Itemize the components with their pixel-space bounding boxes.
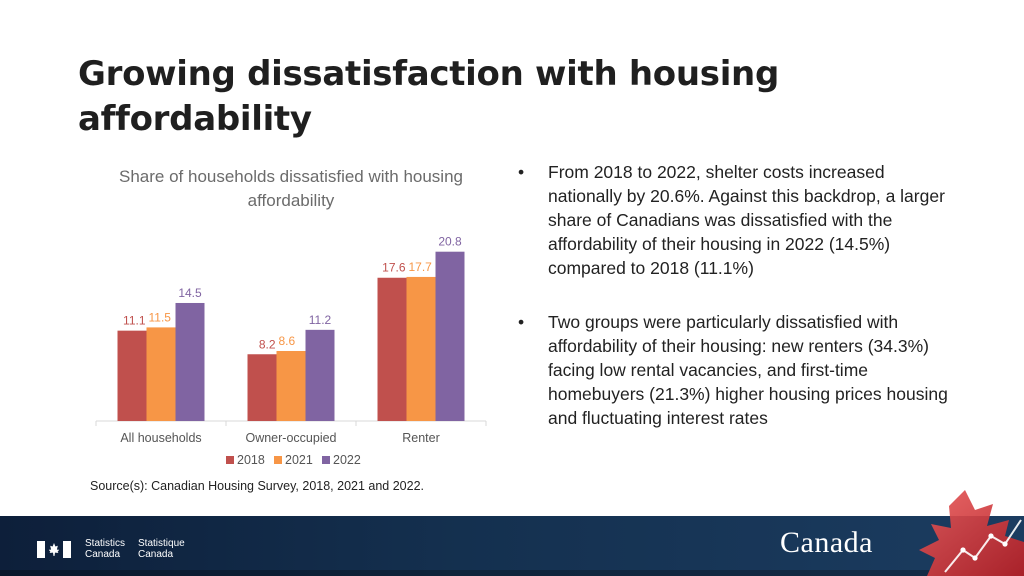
legend-swatch-2021 [274, 456, 282, 464]
bar-2022-0 [175, 302, 205, 421]
statistique-canada-label: Statistique Canada [138, 538, 185, 560]
bullet-text: Two groups were particularly dissatisfie… [548, 312, 948, 428]
statistics-canada-label: Statistics Canada [85, 538, 125, 560]
bar-2022-1 [305, 329, 335, 421]
bar-2022-2 [435, 251, 465, 421]
canada-wordmark: Canada [780, 526, 873, 559]
data-label-2021-2: 17.7 [409, 260, 433, 274]
bullet-item: • Two groups were particularly dissatisf… [508, 310, 958, 430]
data-label-2018-0: 11.1 [123, 314, 146, 328]
agency-fr-line1: Statistique [138, 538, 185, 549]
canada-flag-icon [37, 541, 71, 558]
data-label-2022-0: 14.5 [178, 286, 202, 300]
agency-en-line1: Statistics [85, 538, 126, 549]
bullet-item: • From 2018 to 2022, shelter costs incre… [508, 160, 958, 280]
bar-2018-1 [247, 354, 277, 421]
slide-title: Growing dissatisfaction with housing aff… [78, 54, 779, 139]
bar-2021-0 [146, 327, 176, 421]
x-tick-label: Owner-occupied [245, 431, 336, 445]
bar-2018-2 [377, 277, 407, 421]
agency-en-line2: Canada [85, 549, 121, 560]
bar-2018-0 [117, 330, 147, 421]
agency-fr-line2: Canada [138, 549, 174, 560]
data-label-2018-2: 17.6 [382, 261, 406, 275]
bullet-marker: • [518, 162, 525, 182]
x-tick-label: All households [120, 431, 201, 445]
bullet-text: From 2018 to 2022, shelter costs increas… [548, 162, 945, 278]
legend-label-2021: 2021 [285, 453, 313, 467]
footer-bar [0, 516, 1024, 576]
legend-swatch-2022 [322, 456, 330, 464]
legend-swatch-2018 [226, 456, 234, 464]
bar-2021-2 [406, 276, 436, 421]
x-tick-label: Renter [402, 431, 440, 445]
data-label-2022-1: 11.2 [309, 313, 332, 327]
maple-leaf-decoration-icon [919, 490, 1024, 576]
bullet-marker: • [518, 312, 525, 332]
legend-label-2018: 2018 [237, 453, 265, 467]
data-label-2021-1: 8.6 [279, 334, 296, 348]
data-label-2018-1: 8.2 [259, 337, 276, 351]
bar-2021-1 [276, 351, 306, 421]
source-note: Source(s): Canadian Housing Survey, 2018… [90, 479, 425, 493]
data-label-2021-0: 11.5 [149, 310, 172, 324]
legend-label-2022: 2022 [333, 453, 361, 467]
bullet-list: • From 2018 to 2022, shelter costs incre… [508, 160, 958, 460]
data-label-2022-2: 20.8 [438, 235, 462, 249]
chart-title: Share of households dissatisfied with ho… [119, 167, 463, 210]
